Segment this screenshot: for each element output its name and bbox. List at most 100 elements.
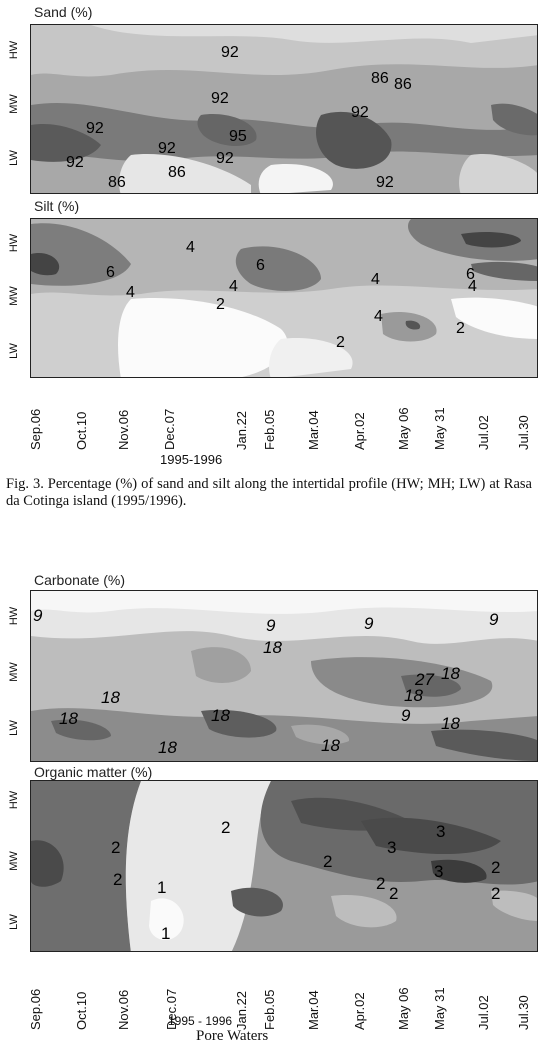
carbonate-contour-label: 9 xyxy=(33,606,43,625)
silt-contour-label: 6 xyxy=(106,264,115,281)
date-tick-label: Oct.10 xyxy=(74,991,89,1030)
silt-panel-title: Silt (%) xyxy=(34,198,80,214)
date-tick-label: Jan.22 xyxy=(234,410,249,450)
date-tick-label: Jan.22 xyxy=(234,990,249,1030)
organic-contour-label: 2 xyxy=(389,884,398,903)
carbonate-contour-label: 18 xyxy=(211,706,230,725)
silt-contour-label: 6 xyxy=(466,266,475,283)
carbonate-contour-label: 9 xyxy=(401,706,411,725)
organic-panel-title: Organic matter (%) xyxy=(34,764,153,780)
zone-label-mw: MW xyxy=(8,851,20,871)
zone-label-lw: LW xyxy=(8,150,20,166)
date-tick-label: May 31 xyxy=(432,987,447,1030)
date-tick-label: Jul.02 xyxy=(476,415,491,450)
sand-contour-label: 92 xyxy=(158,140,176,157)
date-tick-label: Mar.04 xyxy=(306,990,321,1030)
organic-contour-label: 1 xyxy=(157,878,166,897)
sand-panel-title: Sand (%) xyxy=(34,4,93,20)
date-tick-label: Nov.06 xyxy=(116,989,131,1030)
sand-contour-label: 92 xyxy=(211,90,229,107)
organic-contour-label: 2 xyxy=(491,858,500,877)
silt-contour-graphic: 4 6 6 4 4 2 4 6 4 4 2 2 xyxy=(31,219,537,377)
date-tick-label: May 31 xyxy=(432,407,447,450)
carbonate-contour-label: 18 xyxy=(441,664,460,683)
date-tick-label: Mar.04 xyxy=(306,410,321,450)
organic-contour-label: 3 xyxy=(434,862,443,881)
period-label: 1995-1996 xyxy=(160,452,223,467)
silt-contour-label: 2 xyxy=(216,296,225,313)
organic-contour-graphic: 2 2 2 1 1 2 3 3 3 2 2 2 2 xyxy=(31,781,537,951)
carbonate-contour-label: 18 xyxy=(158,738,177,757)
organic-contour-label: 2 xyxy=(221,818,230,837)
date-tick-label: May 06 xyxy=(396,987,411,1030)
sand-contour-label: 86 xyxy=(108,174,126,191)
carbonate-contour-label: 18 xyxy=(263,638,282,657)
silt-contour-label: 4 xyxy=(186,239,195,256)
pore-waters-footer: Pore Waters xyxy=(196,1028,269,1044)
organic-contour-label: 2 xyxy=(111,838,120,857)
carbonate-contour-label: 9 xyxy=(266,616,276,635)
organic-contour-label: 1 xyxy=(161,924,170,943)
date-tick-label: Nov.06 xyxy=(116,409,131,450)
organic-contour-plot: 2 2 2 1 1 2 3 3 3 2 2 2 2 xyxy=(30,780,538,952)
sand-contour-label: 92 xyxy=(66,154,84,171)
zone-label-lw: LW xyxy=(8,343,20,359)
sand-contour-graphic: 92 86 86 92 92 92 95 92 92 92 86 86 92 xyxy=(31,25,537,193)
carbonate-contour-label: 18 xyxy=(404,686,423,705)
date-tick-label: Sep.06 xyxy=(28,988,43,1030)
date-tick-label: Feb.05 xyxy=(262,989,277,1030)
date-tick-label: Dec.07 xyxy=(162,408,177,450)
silt-contour-label: 6 xyxy=(256,257,265,274)
silt-contour-label: 2 xyxy=(336,334,345,351)
sand-contour-label: 86 xyxy=(394,76,412,93)
sand-contour-label: 92 xyxy=(351,104,369,121)
carbonate-contour-label: 9 xyxy=(364,614,374,633)
zone-label-hw: HW xyxy=(8,233,20,253)
carbonate-contour-label: 18 xyxy=(101,688,120,707)
date-tick-label: Jul.30 xyxy=(516,415,531,450)
period-label: 1995 - 1996 xyxy=(168,1014,233,1028)
figure-4: Carbonate (%) 9 9 9 9 18 18 18 27 18 18 … xyxy=(0,572,538,1047)
zone-label-mw: MW xyxy=(8,286,20,306)
date-tick-label: Oct.10 xyxy=(74,411,89,450)
zone-label-hw: HW xyxy=(8,606,20,626)
silt-contour-label: 4 xyxy=(126,284,135,301)
sand-contour-label: 92 xyxy=(376,174,394,191)
sand-contour-label: 92 xyxy=(86,120,104,137)
date-tick-label: Sep.06 xyxy=(28,408,43,450)
carbonate-contour-label: 18 xyxy=(441,714,460,733)
carbonate-contour-plot: 9 9 9 9 18 18 18 27 18 18 9 18 18 18 18 xyxy=(30,590,538,762)
silt-contour-label: 4 xyxy=(468,278,477,295)
carbonate-contour-label: 18 xyxy=(321,736,340,755)
organic-contour-label: 2 xyxy=(491,884,500,903)
sand-contour-label: 95 xyxy=(229,128,247,145)
organic-contour-label: 3 xyxy=(436,822,445,841)
figure-3-caption: Fig. 3. Percentage (%) of sand and silt … xyxy=(6,476,532,509)
carbonate-contour-label: 18 xyxy=(59,709,78,728)
carbonate-contour-graphic: 9 9 9 9 18 18 18 27 18 18 9 18 18 18 18 xyxy=(31,591,537,761)
zone-label-lw: LW xyxy=(8,914,20,930)
silt-contour-label: 4 xyxy=(229,278,238,295)
zone-label-lw: LW xyxy=(8,720,20,736)
sand-contour-label: 86 xyxy=(371,70,389,87)
organic-contour-label: 2 xyxy=(113,870,122,889)
silt-contour-label: 4 xyxy=(371,271,380,288)
date-tick-label: Feb.05 xyxy=(262,409,277,450)
zone-label-hw: HW xyxy=(8,790,20,810)
organic-contour-label: 2 xyxy=(323,852,332,871)
zone-label-hw: HW xyxy=(8,40,20,60)
figure-3: Sand (%) 92 86 86 92 92 92 95 92 92 92 8… xyxy=(6,4,538,509)
carbonate-contour-label: 9 xyxy=(489,610,499,629)
silt-contour-plot: 4 6 6 4 4 2 4 6 4 4 2 2 xyxy=(30,218,538,378)
carbonate-panel-title: Carbonate (%) xyxy=(34,572,126,588)
organic-contour-label: 2 xyxy=(376,874,385,893)
date-tick-label: May 06 xyxy=(396,407,411,450)
date-tick-label: Apr.02 xyxy=(352,992,367,1030)
zone-label-mw: MW xyxy=(8,662,20,682)
carbonate-contour-label: 27 xyxy=(414,670,434,689)
zone-label-mw: MW xyxy=(8,94,20,114)
date-tick-label: Jul.02 xyxy=(476,995,491,1030)
sand-contour-label: 86 xyxy=(168,164,186,181)
silt-contour-label: 4 xyxy=(374,308,383,325)
date-tick-label: Jul.30 xyxy=(516,995,531,1030)
